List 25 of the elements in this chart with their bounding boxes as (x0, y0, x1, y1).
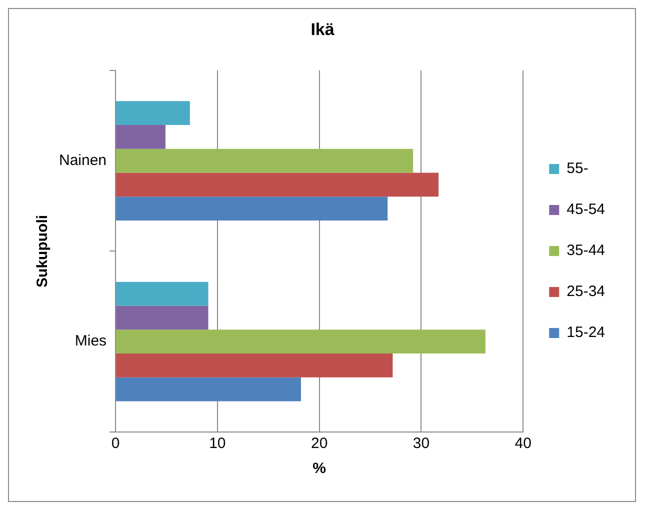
bar (116, 125, 166, 149)
y-tick-label: Mies (74, 332, 107, 350)
x-tick-label: 20 (310, 435, 328, 452)
x-tick-label: 10 (209, 435, 226, 452)
x-tick-label: 0 (111, 435, 120, 452)
x-tick-label: 30 (412, 435, 430, 452)
legend-label: 35-44 (566, 242, 606, 260)
legend-label: 45-54 (566, 201, 606, 218)
x-tick-label: 40 (514, 435, 532, 452)
bar (116, 172, 439, 197)
legend-label: 15-24 (566, 324, 606, 342)
bar (116, 377, 301, 402)
bar (116, 306, 208, 330)
bar (116, 196, 388, 220)
x-axis-title: % (312, 460, 326, 478)
bar (116, 282, 208, 306)
bar (116, 330, 486, 354)
chart-title: Ikä (310, 20, 335, 39)
y-axis-title: Sukupuoli (34, 214, 52, 288)
legend-label: 55- (566, 160, 588, 178)
legend-label: 25-34 (566, 283, 606, 300)
bar (116, 101, 190, 125)
bar (116, 354, 393, 378)
y-tick-label: Nainen (58, 152, 107, 169)
bar (116, 148, 414, 173)
